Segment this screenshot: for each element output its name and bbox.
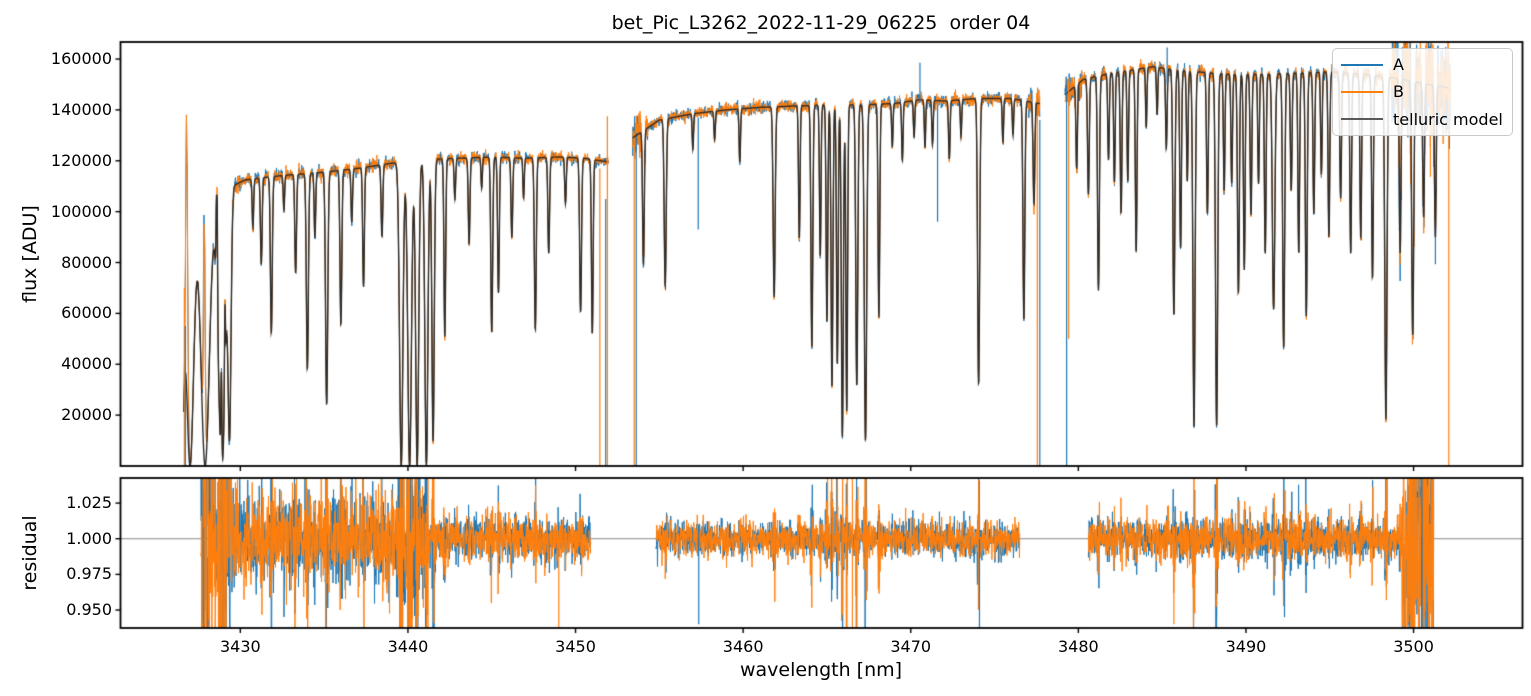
legend-entry-a: A <box>1333 52 1512 78</box>
flux-y-tick-label: 140000 <box>50 99 112 119</box>
residual-y-tick-label: 1.025 <box>66 493 112 513</box>
x-tick-label: 3470 <box>890 637 932 656</box>
legend-label-b: B <box>1393 82 1404 102</box>
flux-y-tick-label: 160000 <box>50 49 112 69</box>
flux-y-tick-label: 20000 <box>61 405 112 425</box>
residual-y-tick-label: 0.950 <box>66 600 112 620</box>
x-tick-label: 3430 <box>219 637 261 656</box>
x-tick-label: 3440 <box>387 637 429 656</box>
legend-label-telluric: telluric model <box>1393 109 1503 129</box>
legend-line-a-swatch <box>1341 63 1383 66</box>
legend-entry-b: B <box>1333 79 1512 105</box>
legend-line-telluric-swatch <box>1341 118 1383 121</box>
legend-label-a: A <box>1393 55 1404 75</box>
residual-y-tick-label: 0.975 <box>66 564 112 584</box>
chart-title: bet_Pic_L3262_2022-11-29_06225 order 04 <box>611 12 1031 34</box>
x-tick-label: 3490 <box>1225 637 1267 656</box>
x-tick-label: 3460 <box>722 637 764 656</box>
legend-entry-telluric-model: telluric model <box>1333 106 1512 132</box>
flux-y-tick-label: 100000 <box>50 201 112 221</box>
flux-y-tick-label: 60000 <box>61 303 112 323</box>
flux-y-tick-label: 40000 <box>61 354 112 374</box>
x-axis-label: wavelength [nm] <box>739 659 903 681</box>
x-tick-label: 3500 <box>1393 637 1434 656</box>
legend: A B telluric model <box>1332 48 1513 136</box>
flux-y-tick-label: 120000 <box>50 150 112 170</box>
x-tick-label: 3450 <box>555 637 596 656</box>
residual-y-tick-label: 1.000 <box>66 528 112 548</box>
legend-line-b-swatch <box>1341 90 1383 93</box>
flux-y-tick-label: 80000 <box>61 252 112 272</box>
x-tick-label: 3480 <box>1057 637 1099 656</box>
